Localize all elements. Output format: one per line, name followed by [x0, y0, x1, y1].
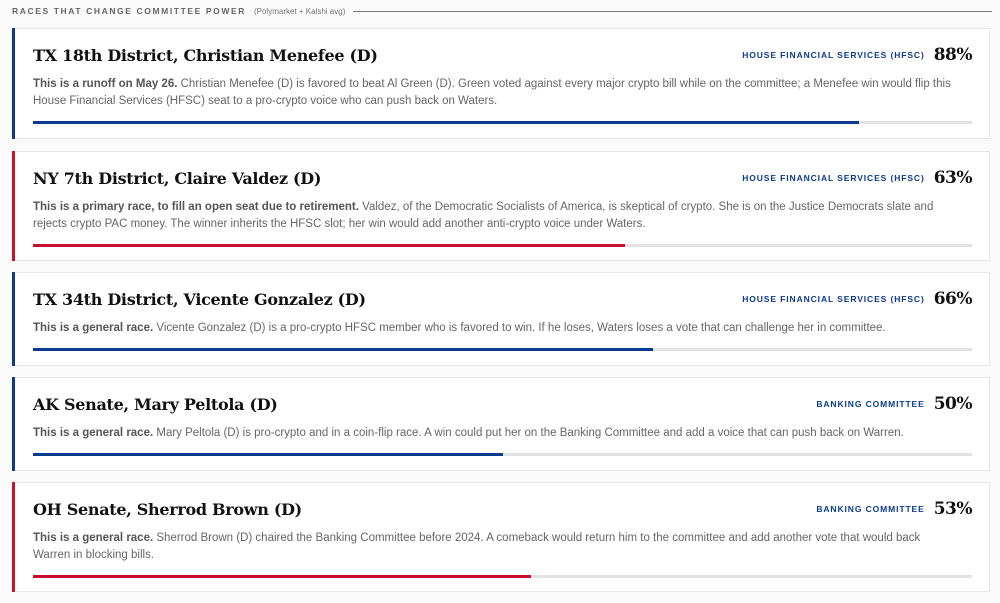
probability-fill [33, 453, 503, 456]
probability-track [33, 244, 972, 247]
party-accent-bar [12, 28, 15, 139]
probability-fill [33, 244, 625, 247]
party-accent-bar [12, 272, 15, 366]
race-text: Christian Menefee (D) is favored to beat… [33, 78, 951, 107]
race-title: OH Senate, Sherrod Brown (D) [33, 500, 302, 519]
header-divider [353, 10, 992, 12]
section-subtitle: (Polymarket + Kalshi avg) [253, 6, 346, 16]
race-card: OH Senate, Sherrod Brown (D) BANKING COM… [12, 482, 990, 592]
section-title: RACES THAT CHANGE COMMITTEE POWER [12, 6, 246, 16]
race-card: AK Senate, Mary Peltola (D) BANKING COMM… [12, 377, 990, 471]
race-text: Mary Peltola (D) is pro-crypto and in a … [153, 427, 904, 439]
race-description: This is a general race. Vicente Gonzalez… [33, 320, 959, 337]
race-text: Valdez, of the Democratic Socialists of … [33, 201, 934, 230]
section-header: RACES THAT CHANGE COMMITTEE POWER (Polym… [12, 4, 992, 18]
race-title: TX 18th District, Christian Menefee (D) [33, 46, 378, 65]
race-card: TX 34th District, Vicente Gonzalez (D) H… [12, 272, 990, 366]
race-card: TX 18th District, Christian Menefee (D) … [12, 28, 990, 139]
win-probability: 50% [933, 394, 973, 414]
committee-label: HOUSE FINANCIAL SERVICES (HFSC) [742, 50, 925, 60]
race-description: This is a runoff on May 26. Christian Me… [33, 76, 959, 109]
probability-fill [33, 575, 531, 578]
probability-track [33, 348, 972, 351]
race-title: NY 7th District, Claire Valdez (D) [33, 169, 322, 188]
win-probability: 88% [933, 45, 973, 65]
win-probability: 66% [933, 289, 973, 309]
win-probability: 63% [933, 168, 973, 188]
party-accent-bar [12, 482, 15, 592]
race-description: This is a primary race, to fill an open … [33, 199, 959, 232]
race-card: NY 7th District, Claire Valdez (D) HOUSE… [12, 151, 990, 261]
race-lead: This is a general race. [33, 322, 154, 334]
probability-fill [33, 348, 653, 351]
committee-label: HOUSE FINANCIAL SERVICES (HFSC) [742, 173, 925, 183]
race-description: This is a general race. Mary Peltola (D)… [33, 425, 959, 442]
win-probability: 53% [933, 499, 973, 519]
committee-label: BANKING COMMITTEE [816, 504, 925, 514]
race-title: TX 34th District, Vicente Gonzalez (D) [33, 290, 366, 309]
race-text: Sherrod Brown (D) chaired the Banking Co… [33, 532, 921, 561]
committee-label: HOUSE FINANCIAL SERVICES (HFSC) [742, 294, 925, 304]
committee-label: BANKING COMMITTEE [816, 399, 925, 409]
probability-fill [33, 121, 860, 124]
race-description: This is a general race. Sherrod Brown (D… [33, 530, 959, 563]
probability-track [33, 453, 972, 456]
race-lead: This is a primary race, to fill an open … [33, 201, 359, 213]
race-text: Vicente Gonzalez (D) is a pro-crypto HFS… [153, 322, 886, 334]
race-lead: This is a general race. [33, 532, 154, 544]
probability-track [33, 575, 972, 578]
probability-track [33, 121, 972, 124]
race-lead: This is a general race. [33, 427, 154, 439]
party-accent-bar [12, 377, 15, 471]
race-lead: This is a runoff on May 26. [33, 78, 178, 90]
race-title: AK Senate, Mary Peltola (D) [33, 395, 278, 414]
party-accent-bar [12, 151, 15, 261]
